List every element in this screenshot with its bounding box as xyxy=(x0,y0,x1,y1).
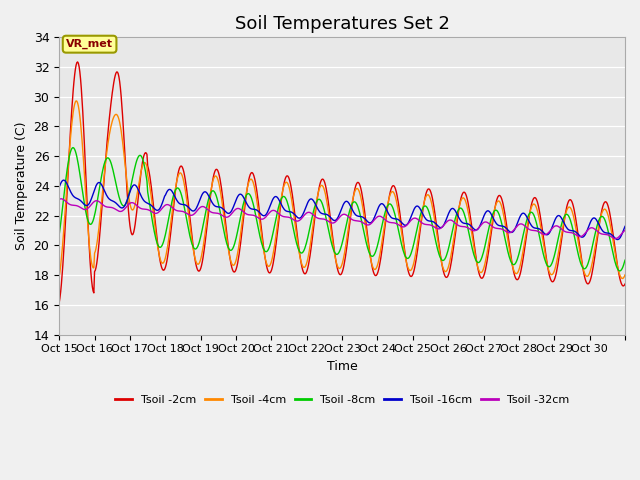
Tsoil -2cm xyxy=(227,257,234,263)
Y-axis label: Soil Temperature (C): Soil Temperature (C) xyxy=(15,121,28,250)
Text: VR_met: VR_met xyxy=(66,39,113,49)
Tsoil -8cm xyxy=(276,200,284,206)
Tsoil -32cm xyxy=(122,204,130,210)
Tsoil -4cm xyxy=(122,173,130,179)
Line: Tsoil -4cm: Tsoil -4cm xyxy=(59,101,625,278)
Tsoil -8cm xyxy=(227,247,234,253)
Tsoil -2cm xyxy=(401,251,409,257)
Tsoil -16cm xyxy=(433,222,441,228)
Tsoil -16cm xyxy=(122,200,130,205)
Tsoil -8cm xyxy=(433,243,441,249)
Tsoil -4cm xyxy=(72,98,80,104)
Tsoil -2cm xyxy=(433,225,441,231)
Tsoil -32cm xyxy=(58,196,65,202)
Tsoil -32cm xyxy=(401,224,409,229)
Tsoil -2cm xyxy=(55,300,63,306)
Tsoil -8cm xyxy=(255,226,262,231)
Tsoil -4cm xyxy=(255,209,262,215)
Tsoil -16cm xyxy=(621,224,629,229)
Tsoil -16cm xyxy=(401,222,409,228)
Tsoil -4cm xyxy=(621,272,629,278)
Tsoil -32cm xyxy=(612,236,620,241)
Tsoil -4cm xyxy=(401,253,409,259)
Tsoil -4cm xyxy=(227,256,234,262)
Tsoil -8cm xyxy=(122,200,130,206)
Tsoil -4cm xyxy=(55,274,63,280)
Line: Tsoil -8cm: Tsoil -8cm xyxy=(59,148,625,271)
Tsoil -2cm xyxy=(255,200,262,205)
Title: Soil Temperatures Set 2: Soil Temperatures Set 2 xyxy=(235,15,449,33)
Tsoil -4cm xyxy=(276,205,284,211)
Tsoil -4cm xyxy=(433,232,441,238)
Tsoil -16cm xyxy=(227,210,234,216)
Tsoil -16cm xyxy=(614,237,621,242)
Tsoil -32cm xyxy=(433,226,441,231)
Tsoil -8cm xyxy=(621,257,629,263)
Tsoil -4cm xyxy=(618,276,626,281)
Tsoil -16cm xyxy=(255,208,262,214)
Tsoil -16cm xyxy=(60,177,67,183)
Tsoil -16cm xyxy=(55,184,63,190)
Tsoil -2cm xyxy=(621,281,629,287)
X-axis label: Time: Time xyxy=(326,360,358,373)
Tsoil -8cm xyxy=(616,268,623,274)
Tsoil -32cm xyxy=(227,212,234,218)
Tsoil -32cm xyxy=(55,196,63,202)
Tsoil -2cm xyxy=(276,210,284,216)
Line: Tsoil -32cm: Tsoil -32cm xyxy=(59,199,625,239)
Tsoil -2cm xyxy=(74,59,81,65)
Tsoil -32cm xyxy=(621,228,629,233)
Tsoil -8cm xyxy=(55,232,63,238)
Tsoil -32cm xyxy=(276,212,284,217)
Tsoil -32cm xyxy=(255,215,262,221)
Tsoil -8cm xyxy=(401,253,409,259)
Tsoil -16cm xyxy=(276,198,284,204)
Legend: Tsoil -2cm, Tsoil -4cm, Tsoil -8cm, Tsoil -16cm, Tsoil -32cm: Tsoil -2cm, Tsoil -4cm, Tsoil -8cm, Tsoi… xyxy=(111,391,573,409)
Tsoil -2cm xyxy=(122,176,130,181)
Line: Tsoil -2cm: Tsoil -2cm xyxy=(59,62,625,303)
Line: Tsoil -16cm: Tsoil -16cm xyxy=(59,180,625,240)
Tsoil -8cm xyxy=(69,145,77,151)
